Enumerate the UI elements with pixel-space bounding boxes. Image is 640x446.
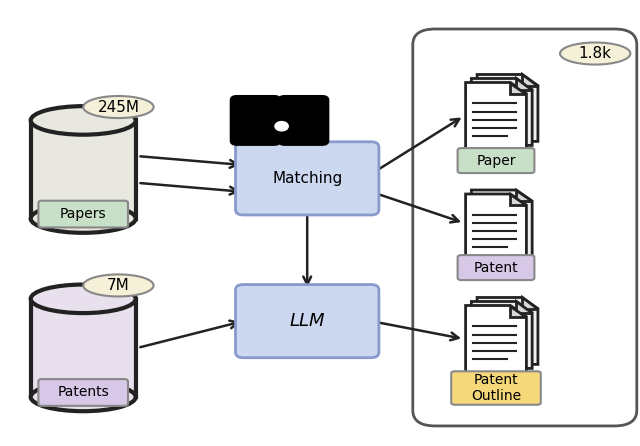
Polygon shape [511, 83, 526, 94]
Ellipse shape [560, 42, 630, 65]
Polygon shape [466, 306, 526, 372]
FancyBboxPatch shape [458, 255, 534, 280]
Polygon shape [471, 78, 532, 145]
Polygon shape [31, 299, 136, 397]
FancyBboxPatch shape [458, 148, 534, 173]
Text: Patents: Patents [58, 385, 109, 400]
Ellipse shape [31, 285, 136, 313]
FancyBboxPatch shape [38, 201, 128, 227]
Ellipse shape [298, 96, 311, 104]
Text: Matching: Matching [272, 171, 342, 186]
Polygon shape [31, 120, 136, 219]
Ellipse shape [275, 106, 288, 115]
Polygon shape [522, 297, 538, 309]
Polygon shape [511, 306, 526, 317]
Ellipse shape [31, 204, 136, 233]
Polygon shape [466, 194, 526, 261]
FancyBboxPatch shape [451, 371, 541, 405]
Text: 1.8k: 1.8k [579, 46, 612, 61]
Ellipse shape [83, 274, 154, 297]
Polygon shape [477, 74, 538, 141]
Text: LLM: LLM [289, 312, 325, 330]
Text: Papers: Papers [60, 207, 106, 221]
Ellipse shape [31, 383, 136, 411]
Polygon shape [516, 190, 532, 201]
Text: Patent: Patent [474, 260, 518, 275]
Ellipse shape [252, 96, 266, 104]
FancyBboxPatch shape [38, 379, 128, 406]
Polygon shape [511, 194, 526, 205]
FancyBboxPatch shape [230, 96, 280, 145]
FancyBboxPatch shape [278, 96, 329, 145]
Polygon shape [477, 297, 538, 364]
Polygon shape [471, 301, 532, 368]
FancyBboxPatch shape [236, 142, 379, 215]
Text: 245M: 245M [97, 99, 140, 115]
FancyBboxPatch shape [236, 285, 379, 358]
Ellipse shape [275, 122, 288, 131]
Text: Patent
Outline: Patent Outline [471, 373, 521, 403]
Ellipse shape [83, 96, 154, 118]
Ellipse shape [31, 106, 136, 135]
Polygon shape [516, 78, 532, 90]
Polygon shape [466, 83, 526, 149]
Polygon shape [471, 190, 532, 257]
FancyBboxPatch shape [413, 29, 637, 426]
Polygon shape [522, 74, 538, 86]
Text: Paper: Paper [476, 153, 516, 168]
Polygon shape [516, 301, 532, 313]
Text: 7M: 7M [107, 278, 130, 293]
